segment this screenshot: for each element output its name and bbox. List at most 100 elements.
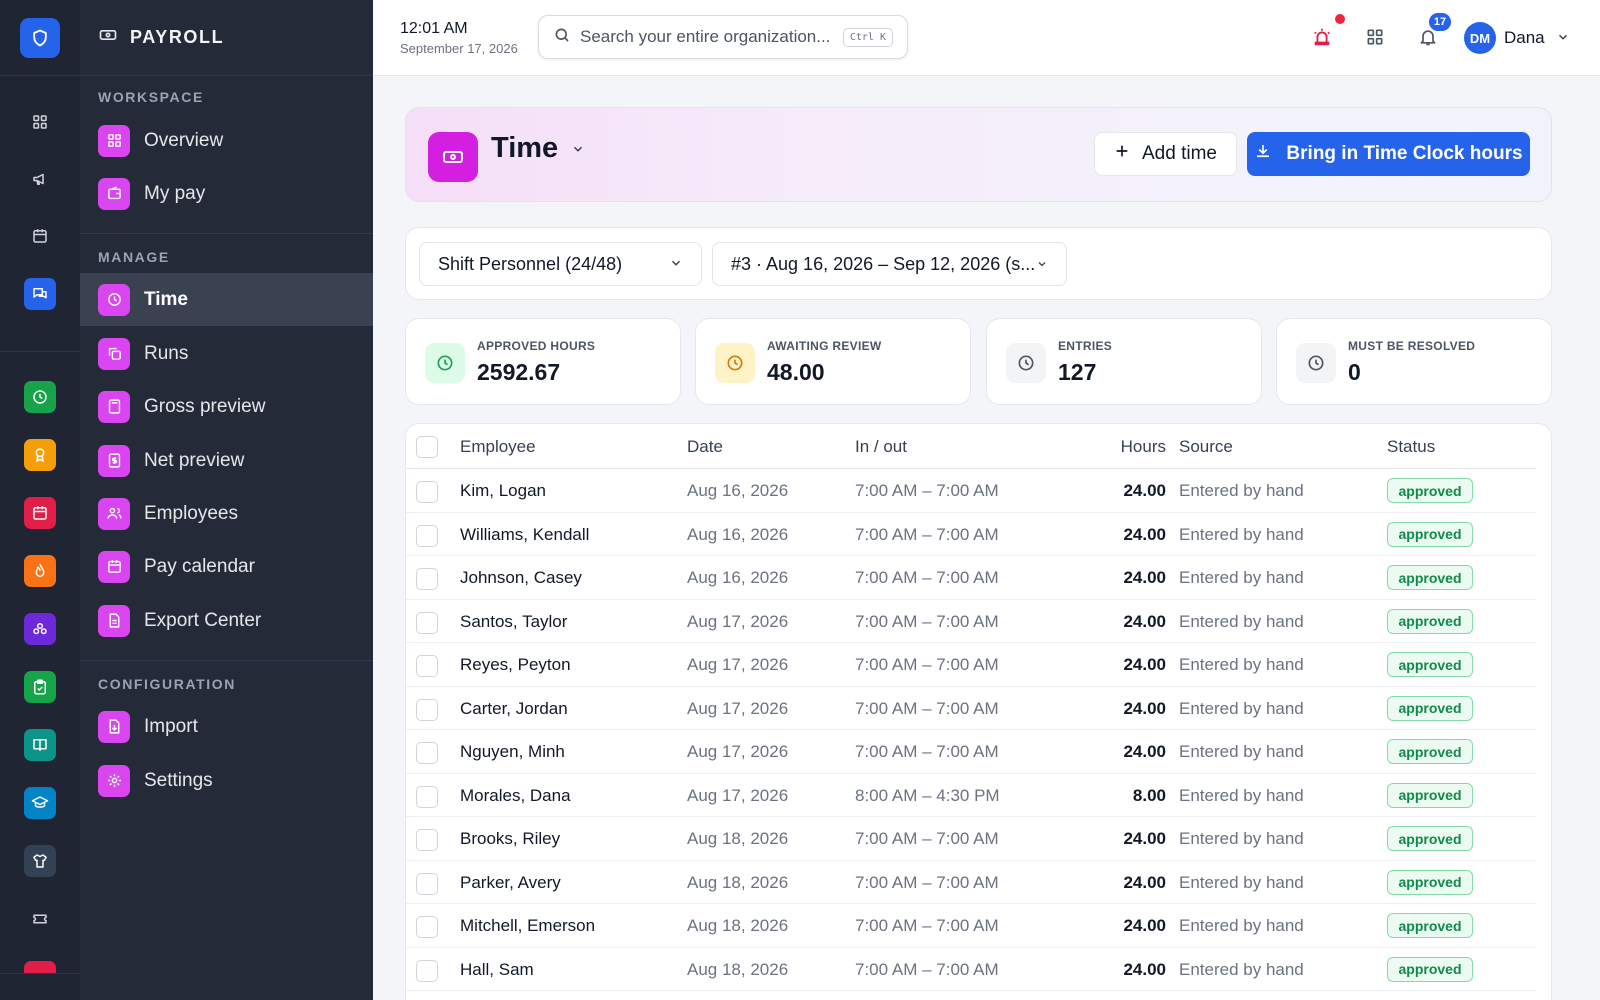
column-header-date[interactable]: Date <box>687 437 723 456</box>
column-header-status[interactable]: Status <box>1387 437 1436 456</box>
hours-value: 24.00 <box>1123 524 1166 544</box>
shirt-icon[interactable] <box>24 845 56 877</box>
shield-icon[interactable] <box>20 18 60 58</box>
employee-name[interactable]: Hall, Sam <box>460 959 534 979</box>
table-row[interactable]: Mitchell, Emerson Aug 18, 2026 7:00 AM –… <box>406 904 1536 948</box>
avatar[interactable]: DM <box>1464 22 1496 54</box>
row-checkbox[interactable] <box>416 698 438 721</box>
file-icon <box>98 604 130 637</box>
column-header-in-out[interactable]: In / out <box>855 437 907 456</box>
calendar-icon[interactable] <box>24 220 56 252</box>
add-time-button[interactable]: Add time <box>1094 132 1237 176</box>
clock-icon[interactable] <box>24 381 56 413</box>
employee-name[interactable]: Morales, Dana <box>460 785 571 805</box>
table-row-partial[interactable] <box>406 991 1536 1000</box>
megaphone-icon[interactable] <box>24 163 56 195</box>
status-badge: approved <box>1387 652 1473 677</box>
book-icon[interactable] <box>24 729 56 761</box>
ticket-icon[interactable] <box>24 903 56 935</box>
sidebar-item-pay-calendar[interactable]: Pay calendar <box>80 540 373 593</box>
stat-label: APPROVED HOURS <box>477 339 596 353</box>
employee-name[interactable]: Kim, Logan <box>460 481 546 500</box>
user-name[interactable]: Dana <box>1504 28 1545 47</box>
status-badge: approved <box>1387 478 1473 503</box>
status-badge: approved <box>1387 521 1473 547</box>
table-row[interactable]: Parker, Avery Aug 18, 2026 7:00 AM – 7:0… <box>406 861 1536 904</box>
row-checkbox[interactable] <box>416 785 438 808</box>
people-icon[interactable] <box>24 613 56 645</box>
row-checkbox[interactable] <box>416 872 438 895</box>
employee-name[interactable]: Williams, Kendall <box>460 524 590 544</box>
users-icon <box>98 497 130 530</box>
employee-name[interactable]: Brooks, Riley <box>460 829 561 848</box>
grid-icon[interactable] <box>24 106 56 138</box>
sidebar-item-import[interactable]: Import <box>80 700 373 753</box>
employee-name[interactable]: Mitchell, Emerson <box>460 916 596 935</box>
flame-icon[interactable] <box>24 555 56 587</box>
row-checkbox[interactable] <box>416 742 438 764</box>
hours-value: 24.00 <box>1123 959 1166 979</box>
search-input[interactable] <box>580 27 834 47</box>
payroll-time-icon <box>428 132 478 182</box>
table-row[interactable]: Johnson, Casey Aug 16, 2026 7:00 AM – 7:… <box>406 556 1536 600</box>
table-row[interactable]: Reyes, Peyton Aug 17, 2026 7:00 AM – 7:0… <box>406 643 1536 687</box>
stat-label: ENTRIES <box>1058 339 1113 353</box>
apps-grid-icon[interactable] <box>1362 24 1388 50</box>
bell-icon[interactable] <box>1415 24 1441 50</box>
table-row[interactable]: Williams, Kendall Aug 16, 2026 7:00 AM –… <box>406 513 1536 556</box>
bring-in-time-clock-button[interactable]: Bring in Time Clock hours <box>1247 132 1530 176</box>
sidebar-item-overview[interactable]: Overview <box>80 114 373 167</box>
sidebar-item-settings[interactable]: Settings <box>80 754 373 807</box>
column-header-source[interactable]: Source <box>1179 437 1233 456</box>
entry-source: Entered by hand <box>1179 524 1304 544</box>
row-checkbox[interactable] <box>416 481 438 503</box>
row-checkbox[interactable] <box>416 916 438 938</box>
sidebar-item-my-pay[interactable]: My pay <box>80 167 373 220</box>
select-all-checkbox[interactable] <box>416 436 438 458</box>
alert-siren-icon[interactable] <box>1309 24 1335 50</box>
table-row[interactable]: Carter, Jordan Aug 17, 2026 7:00 AM – 7:… <box>406 687 1536 730</box>
sidebar-item-time[interactable]: Time <box>80 273 373 326</box>
global-search[interactable]: Ctrl K <box>538 15 908 59</box>
row-checkbox[interactable] <box>416 655 438 677</box>
chat-icon[interactable] <box>24 278 56 310</box>
sidebar-item-runs[interactable]: Runs <box>80 327 373 380</box>
sidebar-item-gross-preview[interactable]: Gross preview <box>80 380 373 433</box>
table-row[interactable]: Santos, Taylor Aug 17, 2026 7:00 AM – 7:… <box>406 600 1536 643</box>
sidebar-item-export-center[interactable]: Export Center <box>80 594 373 647</box>
table-row[interactable]: Morales, Dana Aug 17, 2026 8:00 AM – 4:3… <box>406 774 1536 817</box>
payroll-icon <box>98 25 118 50</box>
graduation-icon[interactable] <box>24 787 56 819</box>
award-icon[interactable] <box>24 439 56 471</box>
app-rail <box>0 0 80 1000</box>
group-select[interactable]: Shift Personnel (24/48) <box>419 242 702 286</box>
row-checkbox[interactable] <box>416 959 438 982</box>
column-header-hours[interactable]: Hours <box>1120 437 1166 456</box>
calendar-red-icon[interactable] <box>24 497 56 529</box>
column-header-employee[interactable]: Employee <box>460 437 536 456</box>
entry-source: Entered by hand <box>1179 742 1304 761</box>
row-checkbox[interactable] <box>416 568 438 590</box>
in-out-time: 7:00 AM – 7:00 AM <box>855 829 999 848</box>
table-row[interactable]: Hall, Sam Aug 18, 2026 7:00 AM – 7:00 AM… <box>406 948 1536 991</box>
pay-period-select[interactable]: #3 · Aug 16, 2026 – Sep 12, 2026 (s... <box>712 242 1067 286</box>
employee-name[interactable]: Parker, Avery <box>460 872 561 892</box>
employee-name[interactable]: Reyes, Peyton <box>460 655 571 674</box>
chevron-down-icon[interactable] <box>1556 30 1570 49</box>
table-row[interactable]: Nguyen, Minh Aug 17, 2026 7:00 AM – 7:00… <box>406 730 1536 774</box>
clipboard-icon[interactable] <box>24 671 56 703</box>
sidebar-item-employees[interactable]: Employees <box>80 487 373 540</box>
row-checkbox[interactable] <box>416 611 438 634</box>
sidebar-item-net-preview[interactable]: Net preview <box>80 434 373 487</box>
chevron-down-icon[interactable] <box>571 142 585 161</box>
table-row[interactable]: Kim, Logan Aug 16, 2026 7:00 AM – 7:00 A… <box>406 469 1536 513</box>
table-row[interactable]: Brooks, Riley Aug 18, 2026 7:00 AM – 7:0… <box>406 817 1536 861</box>
employee-name[interactable]: Johnson, Casey <box>460 568 582 587</box>
partial-rail-icon[interactable] <box>24 961 56 973</box>
employee-name[interactable]: Nguyen, Minh <box>460 742 565 761</box>
in-out-time: 7:00 AM – 7:00 AM <box>855 611 999 631</box>
employee-name[interactable]: Santos, Taylor <box>460 611 568 631</box>
row-checkbox[interactable] <box>416 829 438 851</box>
employee-name[interactable]: Carter, Jordan <box>460 698 568 718</box>
row-checkbox[interactable] <box>416 524 438 547</box>
